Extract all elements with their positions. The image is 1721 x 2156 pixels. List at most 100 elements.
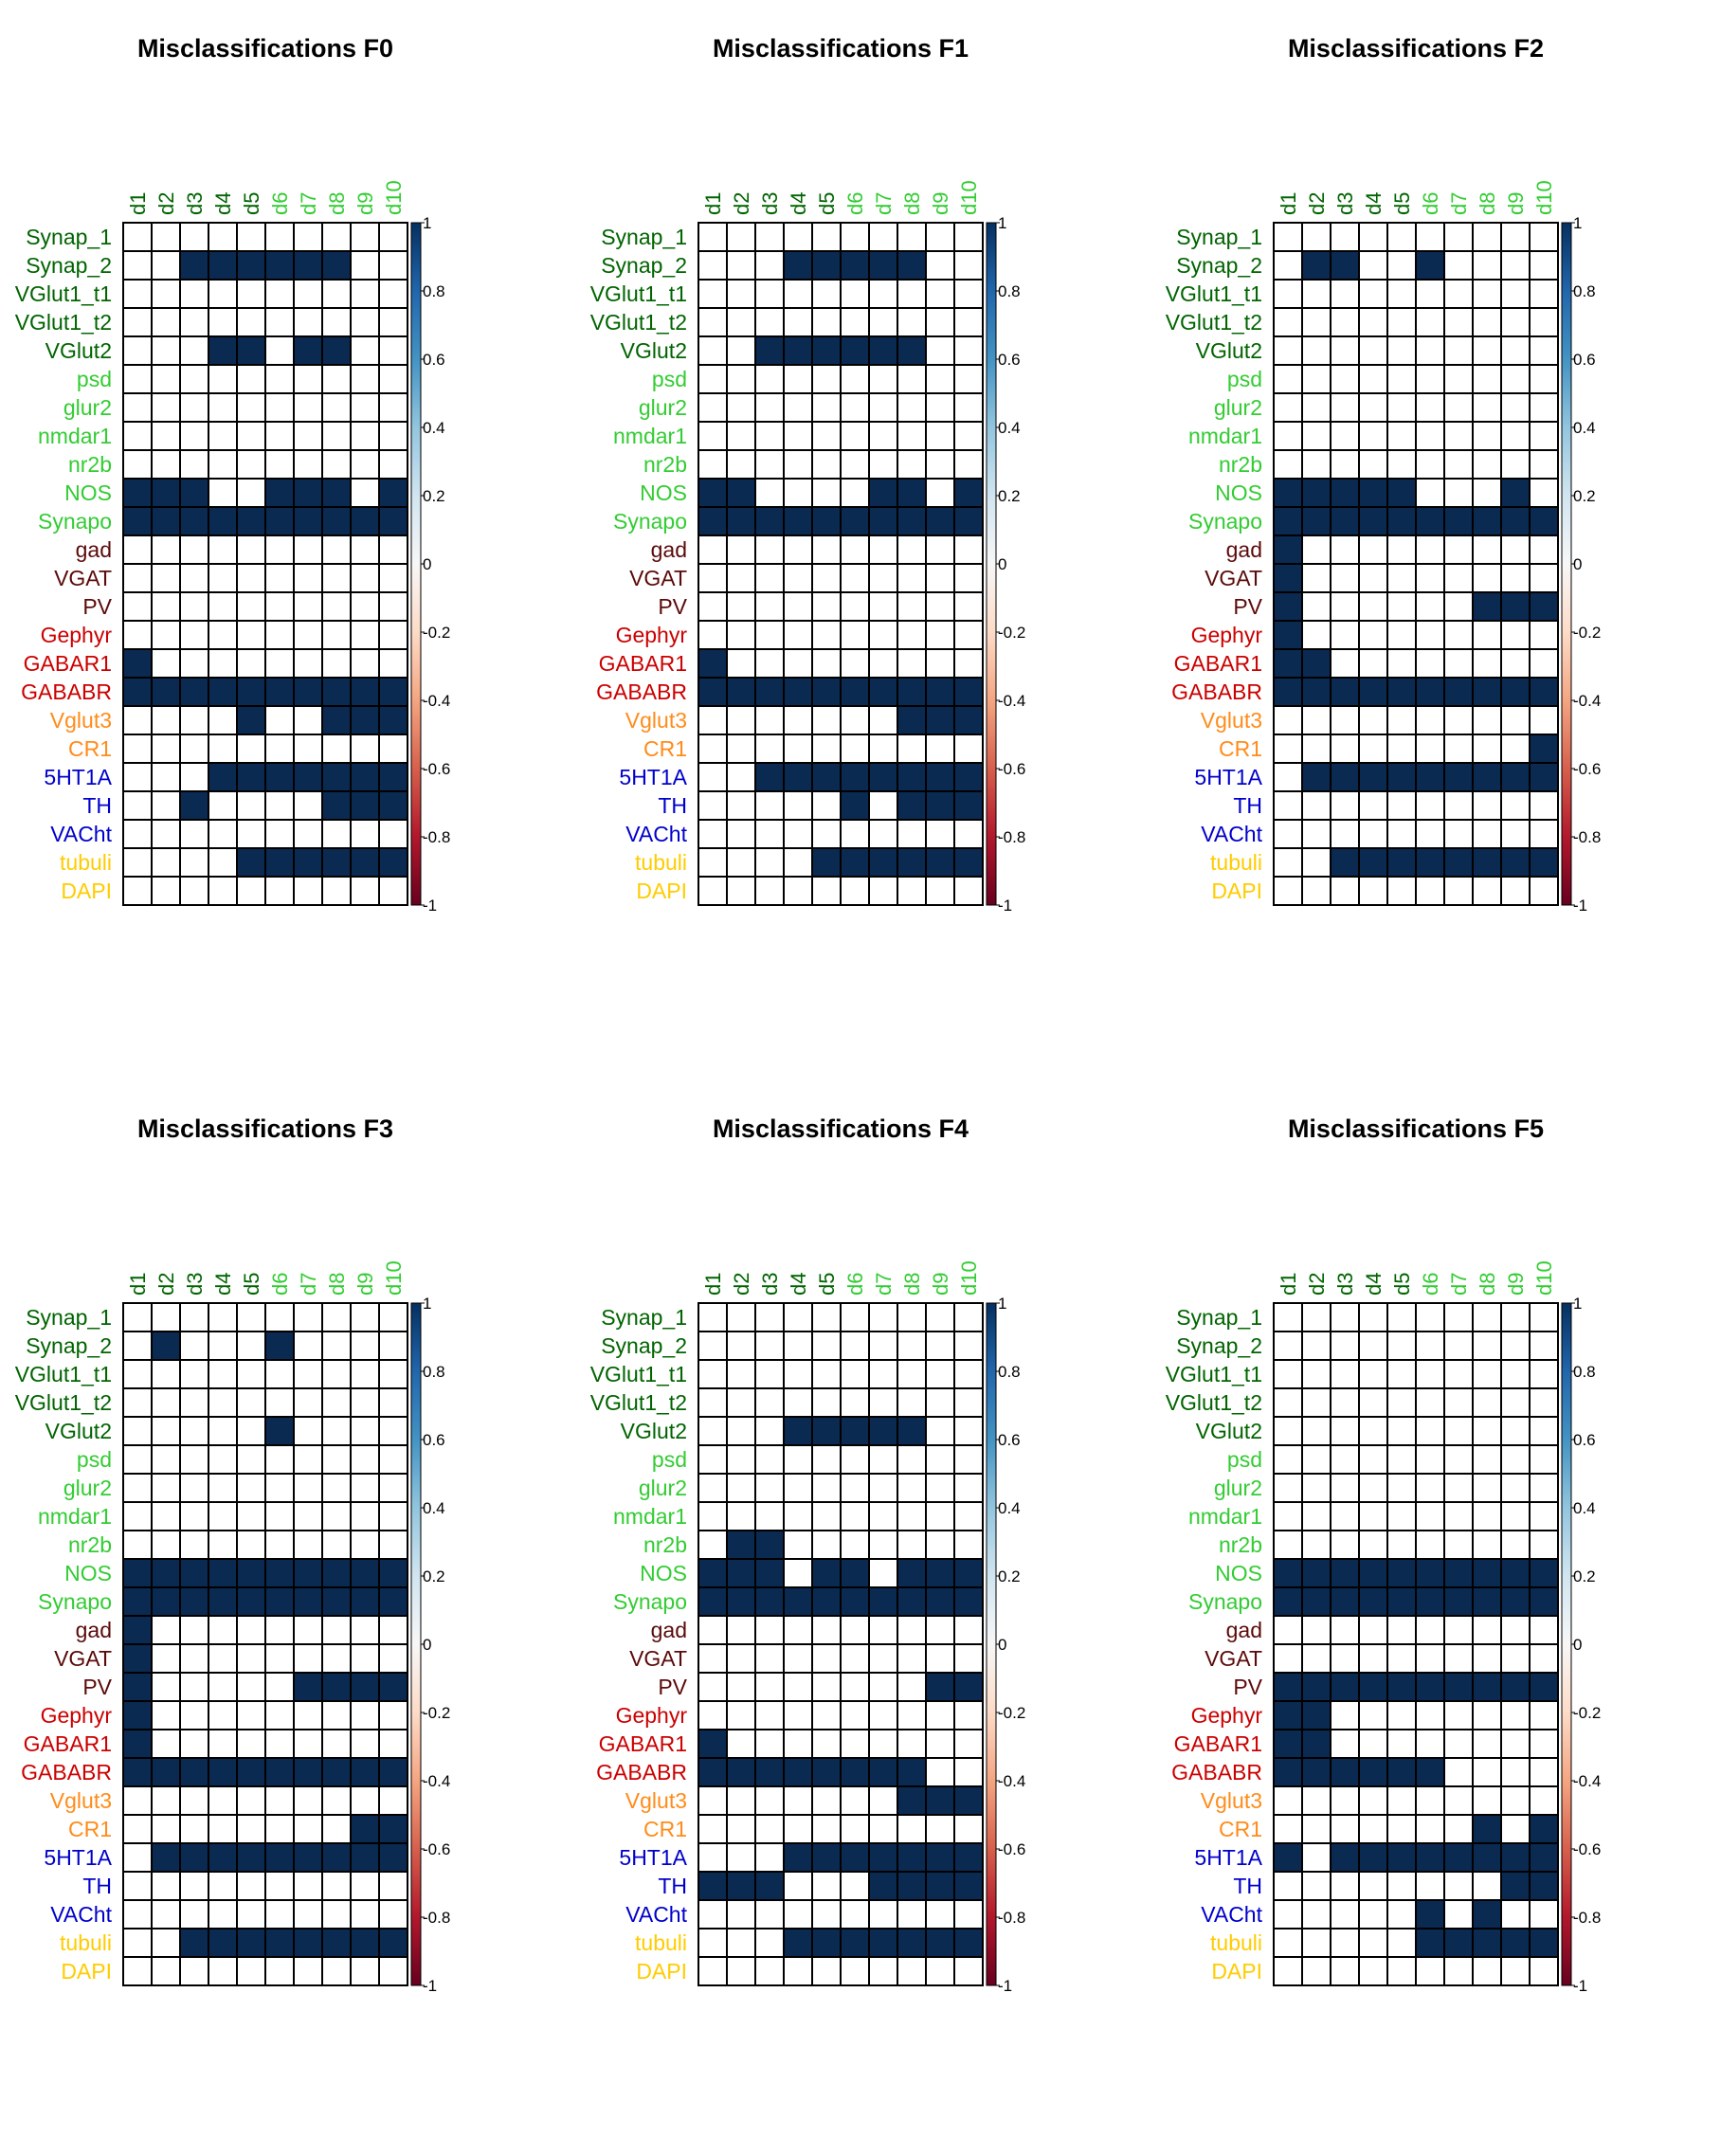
heatmap-cell — [897, 620, 927, 650]
heatmap-cell — [293, 1871, 323, 1901]
heatmap-cell — [1529, 222, 1559, 252]
heatmap-cell — [811, 1530, 842, 1560]
heatmap-cell — [783, 591, 813, 622]
heatmap-cell — [350, 1643, 380, 1674]
heatmap-cell — [236, 1729, 266, 1759]
heatmap-cell — [378, 790, 408, 821]
row-label: CR1 — [643, 736, 687, 761]
row-label: VGlut2 — [45, 338, 112, 363]
heatmap-cell — [236, 1643, 266, 1674]
heatmap-cell — [1301, 279, 1332, 309]
legend-tick-label: 0 — [423, 555, 431, 573]
heatmap-cell — [1273, 1956, 1303, 1986]
row-label: GABAR1 — [1174, 651, 1262, 676]
heatmap-cell — [897, 1814, 927, 1844]
column-label: d3 — [183, 192, 207, 215]
heatmap-cell — [1330, 1331, 1360, 1361]
heatmap-cell — [1358, 648, 1388, 679]
column-label: d1 — [1277, 192, 1300, 215]
row-label: psd — [652, 1447, 687, 1472]
heatmap-cell — [378, 762, 408, 792]
heatmap-cell — [697, 762, 728, 792]
heatmap-cell — [953, 1416, 984, 1446]
heatmap-cell — [321, 1387, 352, 1418]
heatmap-cell — [1386, 1444, 1417, 1475]
heatmap-cell — [953, 1928, 984, 1958]
heatmap-cell — [236, 1814, 266, 1844]
column-label: d3 — [183, 1273, 207, 1295]
heatmap-cell — [840, 250, 870, 281]
heatmap-cell — [726, 1785, 756, 1816]
heatmap-cell — [754, 1501, 785, 1531]
heatmap-cell — [726, 392, 756, 423]
heatmap-cell — [1358, 1530, 1388, 1560]
heatmap-cell — [783, 1729, 813, 1759]
color-legend-bar — [410, 222, 422, 906]
heatmap-cell — [1301, 790, 1332, 821]
heatmap-cell — [350, 1899, 380, 1930]
heatmap-cell — [1443, 1387, 1474, 1418]
heatmap-cell — [783, 876, 813, 906]
column-label: d7 — [297, 192, 320, 215]
heatmap-cell — [208, 1615, 238, 1645]
legend-tick-label: 0.2 — [1573, 1567, 1596, 1585]
heatmap-cell — [1443, 648, 1474, 679]
heatmap-cell — [321, 1501, 352, 1531]
heatmap-cell — [868, 1558, 898, 1588]
heatmap-cell — [754, 790, 785, 821]
heatmap-cell — [811, 819, 842, 849]
heatmap-cell — [811, 307, 842, 337]
heatmap-cell — [151, 1615, 181, 1645]
heatmap-cell — [350, 250, 380, 281]
heatmap-cell — [897, 819, 927, 849]
heatmap-cell — [179, 250, 209, 281]
heatmap-cell — [1301, 876, 1332, 906]
heatmap-cell — [1529, 1558, 1559, 1588]
heatmap-cell — [1301, 1814, 1332, 1844]
heatmap-cell — [350, 790, 380, 821]
heatmap-cell — [1330, 1444, 1360, 1475]
row-label: Vglut3 — [1201, 1788, 1262, 1813]
heatmap-cell — [1415, 1387, 1445, 1418]
heatmap-cell — [151, 1359, 181, 1389]
heatmap-cell — [236, 307, 266, 337]
heatmap-cell — [179, 1331, 209, 1361]
heatmap-cell — [697, 307, 728, 337]
heatmap-cell — [293, 1814, 323, 1844]
heatmap-cell — [236, 563, 266, 593]
heatmap-cell — [811, 790, 842, 821]
heatmap-cell — [1386, 1302, 1417, 1332]
heatmap-cell — [925, 1956, 955, 1986]
heatmap-cell — [264, 705, 295, 735]
heatmap-cell — [1301, 1530, 1332, 1560]
heatmap-cell — [1500, 563, 1531, 593]
heatmap-cell — [1415, 790, 1445, 821]
heatmap-cell — [321, 1643, 352, 1674]
heatmap-cell — [122, 1643, 153, 1674]
heatmap-cell — [264, 1700, 295, 1730]
heatmap-cell — [208, 677, 238, 707]
heatmap-cell — [1472, 734, 1502, 764]
heatmap-cell — [868, 335, 898, 366]
heatmap-cell — [1273, 819, 1303, 849]
heatmap-cell — [1358, 620, 1388, 650]
heatmap-cell — [754, 421, 785, 451]
heatmap-cell — [1443, 876, 1474, 906]
row-label: Synap_2 — [601, 253, 687, 278]
heatmap-cell — [953, 819, 984, 849]
heatmap-cell — [378, 1444, 408, 1475]
heatmap-cell — [1358, 1444, 1388, 1475]
heatmap-cell — [1386, 1615, 1417, 1645]
legend-tick-label: -0.6 — [1573, 1840, 1601, 1858]
heatmap-cell — [1330, 705, 1360, 735]
heatmap-cell — [1330, 648, 1360, 679]
heatmap-cell — [236, 1672, 266, 1702]
heatmap-cell — [1386, 1331, 1417, 1361]
heatmap-cell — [726, 1558, 756, 1588]
heatmap-cell — [1386, 705, 1417, 735]
heatmap-cell — [321, 790, 352, 821]
heatmap-cell — [1386, 1530, 1417, 1560]
heatmap-cell — [783, 392, 813, 423]
heatmap-cell — [321, 591, 352, 622]
heatmap-cell — [378, 1729, 408, 1759]
